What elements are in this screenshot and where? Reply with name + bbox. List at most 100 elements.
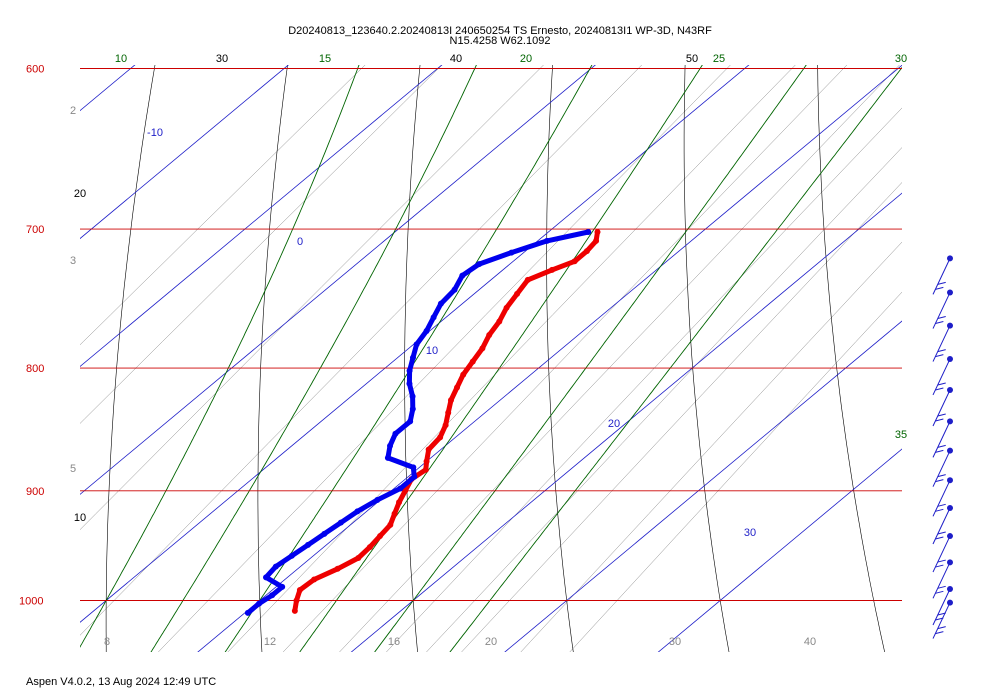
temperature-point: [296, 587, 303, 594]
dewpoint-point: [337, 519, 344, 526]
moist-adiabat-label: 30: [895, 53, 907, 65]
dewpoint-point: [585, 229, 592, 236]
moist-adiabat-line: [449, 66, 902, 652]
isotherm-line: [350, 192, 902, 652]
temperature-point: [469, 358, 476, 365]
dewpoint-point: [288, 552, 295, 559]
moist-adiabat-line: [299, 65, 703, 652]
temperature-point: [425, 446, 432, 453]
temperature-point: [442, 422, 449, 429]
temperature-point: [391, 510, 398, 517]
dewpoint-point: [451, 286, 458, 293]
dry-adiabat-label: 20: [74, 188, 86, 200]
dry-adiabat-line: [404, 65, 421, 652]
mixing-ratio-label: 16: [388, 636, 400, 648]
pressure-label: 600: [26, 64, 44, 76]
temperature-point: [291, 607, 298, 614]
mixing-ratio-line: [227, 65, 796, 652]
dewpoint-point: [272, 563, 279, 570]
temperature-point: [355, 554, 362, 561]
isotherm-label: -10: [147, 127, 163, 139]
temperature-point: [524, 276, 531, 283]
mixing-ratio-label: 8: [104, 636, 110, 648]
isotherm-label: 0: [297, 236, 303, 248]
temperature-point: [514, 290, 521, 297]
dewpoint-point: [256, 600, 263, 607]
dewpoint-point: [409, 393, 416, 400]
wind-barb: [932, 418, 953, 458]
mixing-ratio-label: 5: [70, 463, 76, 475]
temperature-point: [594, 229, 601, 236]
temperature-point: [454, 384, 461, 391]
isotherm-label: 20: [608, 418, 620, 430]
mixing-ratio-line: [386, 107, 902, 652]
mixing-ratio-line: [282, 65, 848, 652]
isotherm-label: 10: [426, 345, 438, 357]
mixing-ratio-line: [520, 241, 902, 652]
temperature-point: [422, 466, 429, 473]
mixing-ratio-line: [339, 65, 900, 652]
dewpoint-point: [409, 354, 416, 361]
mixing-ratio-label: 3: [70, 255, 76, 267]
isotherm-line: [80, 65, 596, 495]
moist-adiabat-lines: [80, 65, 902, 652]
wind-barb: [932, 447, 953, 487]
wind-barb: [932, 533, 953, 573]
wind-barbs: [932, 255, 953, 639]
mixing-ratio-label: 20: [485, 636, 497, 648]
mixing-ratio-line: [569, 291, 902, 652]
dry-adiabat-label: 30: [216, 53, 228, 65]
dewpoint-point: [244, 609, 251, 616]
moist-adiabat-line: [224, 65, 593, 652]
dewpoint-point: [409, 405, 416, 412]
wind-barb: [932, 559, 953, 599]
temperature-point: [311, 576, 318, 583]
temperature-point: [387, 521, 394, 528]
mixing-ratio-label: 2: [70, 105, 76, 117]
temperature-point: [583, 248, 590, 255]
dewpoint-point: [476, 261, 483, 268]
temperature-line: [292, 229, 600, 614]
temperature-point: [396, 499, 403, 506]
wind-barb: [932, 477, 953, 517]
moist-adiabat-line: [80, 65, 360, 648]
dewpoint-point: [321, 530, 328, 537]
chart-title: D20240813_123640.2.20240813I 240650254 T…: [288, 25, 712, 37]
wind-barb: [932, 255, 953, 295]
dewpoint-point: [410, 464, 417, 471]
isotherm-label: 30: [744, 527, 756, 539]
dewpoint-point: [387, 442, 394, 449]
wind-barb: [932, 504, 953, 545]
dry-adiabat-line: [947, 0, 1000, 700]
temperature-point: [460, 371, 467, 378]
dewpoint-point: [543, 237, 550, 244]
dry-adiabat-label: 50: [686, 53, 698, 65]
isotherm-line: [80, 65, 750, 623]
dewpoint-point: [407, 418, 414, 425]
dry-adiabat-line: [0, 0, 95, 700]
isobar-lines: [80, 68, 902, 601]
wind-barb: [932, 585, 953, 626]
moist-adiabat-line: [150, 65, 477, 652]
temperature-point: [377, 533, 384, 540]
dewpoint-point: [392, 430, 399, 437]
temperature-point: [447, 397, 454, 404]
chart-subtitle: N15.4258 W62.1092: [450, 35, 551, 47]
temperature-point: [423, 458, 430, 465]
moist-adiabat-label: 35: [895, 429, 907, 441]
mixing-ratio-label: 12: [264, 636, 276, 648]
isotherm-line: [657, 448, 902, 652]
dewpoint-point: [384, 454, 391, 461]
dewpoint-point: [411, 473, 418, 480]
temperature-point: [445, 409, 452, 416]
mixing-ratio-line: [157, 65, 731, 652]
dewpoint-point: [459, 272, 466, 279]
temperature-point: [334, 565, 341, 572]
dewpoint-point: [406, 367, 413, 374]
isotherm-line: [197, 65, 902, 652]
dry-adiabat-line: [683, 65, 730, 652]
footer-text: Aspen V4.0.2, 13 Aug 2024 12:49 UTC: [26, 676, 217, 688]
